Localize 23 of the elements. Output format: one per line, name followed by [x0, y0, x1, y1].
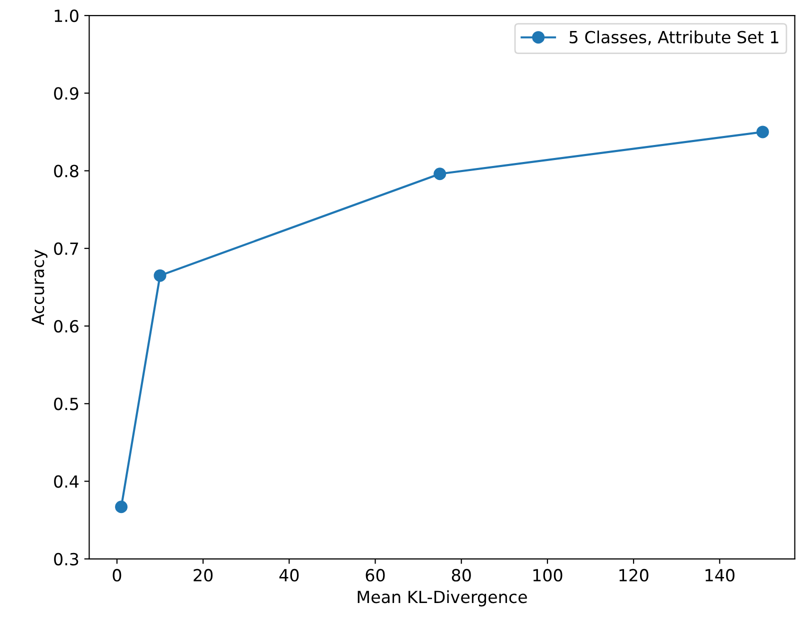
y-tick-label: 0.7 [54, 242, 78, 255]
y-tick-label: 0.6 [54, 320, 78, 333]
y-tick-label: 0.8 [54, 164, 78, 178]
point [115, 500, 128, 514]
legend-label: 5 Classes, Attribute Set 1 [570, 30, 778, 46]
x-tick-label: 40 [279, 568, 299, 582]
x-tick-label: 60 [366, 568, 385, 582]
x-tick-label: 140 [706, 568, 734, 582]
x-tick-label: 100 [533, 568, 562, 582]
point [434, 168, 446, 180]
y-axis-title: Accuracy [32, 250, 48, 326]
y-tick-label: 0.9 [54, 87, 78, 100]
y-tick-label: 0.5 [54, 398, 78, 410]
point [756, 126, 769, 138]
point [154, 269, 166, 282]
x-tick-label: 0 [112, 568, 122, 582]
x-tick-label: 80 [452, 568, 471, 582]
y-tick-label: 0.4 [54, 475, 79, 488]
x-axis-title: Mean KL-Divergence [358, 590, 527, 606]
y-tick-label: 0.3 [54, 552, 78, 566]
x-tick-label: 120 [619, 568, 648, 582]
y-tick-label: 1.0 [54, 9, 78, 22]
x-tick-label: 20 [194, 568, 213, 582]
